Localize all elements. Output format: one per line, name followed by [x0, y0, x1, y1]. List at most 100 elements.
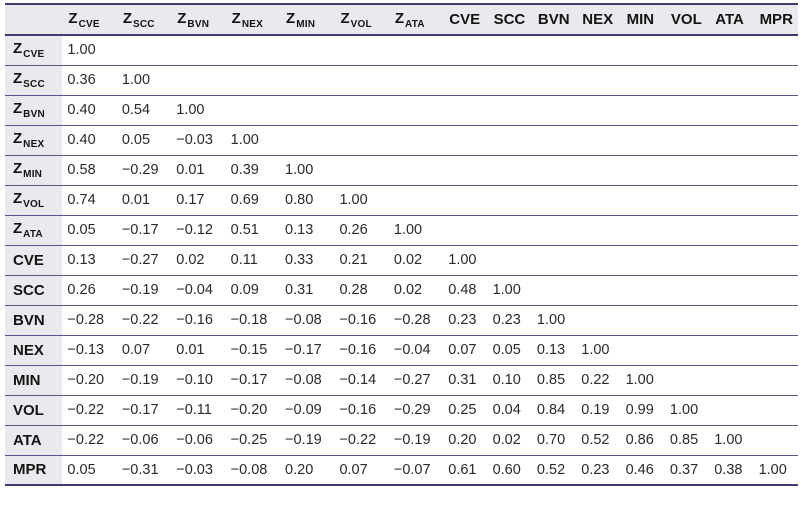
correlation-cell — [443, 35, 487, 65]
column-header-znex: ZNEX — [226, 4, 280, 35]
correlation-cell: 0.80 — [285, 192, 314, 208]
table-row-ata: ATA −0.22 −0.06 −0.06 −0.25 −0.19 −0.22 −0.19 0.… — [5, 425, 798, 455]
correlation-cell — [280, 125, 334, 155]
correlation-cell: 0.13 — [67, 252, 96, 268]
correlation-cell — [389, 185, 443, 215]
row-header-zata: ZATA — [5, 215, 63, 245]
correlation-cell: 0.85 — [536, 372, 566, 388]
label-main: Z — [13, 220, 23, 237]
correlation-cell: 0.13 — [536, 342, 566, 358]
correlation-cell: 0.02 — [393, 282, 423, 298]
label-main: CVE — [13, 251, 44, 269]
correlation-cell: 0.05 — [67, 222, 96, 238]
correlation-cell: −0.08 — [285, 312, 322, 328]
correlation-cell — [621, 215, 665, 245]
correlation-cell — [665, 155, 709, 185]
correlation-cell: 0.38 — [714, 461, 743, 478]
correlation-cell: 1.00 — [625, 372, 654, 388]
correlation-cell — [621, 245, 665, 275]
correlation-cell: 0.26 — [67, 282, 96, 298]
column-header-bvn: BVN — [532, 4, 576, 35]
correlation-cell: 0.31 — [448, 372, 477, 388]
correlation-cell: −0.19 — [393, 432, 431, 448]
table-row-zvol: ZVOL 0.74 0.01 0.17 0.69 0.80 1.00 — [5, 185, 798, 215]
correlation-cell — [117, 35, 171, 65]
correlation-cell: 1.00 — [67, 42, 96, 59]
table-body: ZCVE 1.00 ZSCC 0.36 1.00 ZBVN 0.40 0.54 1.00 ZNEX… — [5, 35, 798, 485]
correlation-cell — [621, 65, 665, 95]
correlation-cell — [621, 305, 665, 335]
correlation-cell: 0.69 — [230, 192, 259, 208]
correlation-cell: −0.19 — [285, 432, 322, 448]
correlation-cell: −0.11 — [176, 402, 212, 418]
table-row-bvn: BVN −0.28 −0.22 −0.16 −0.18 −0.08 −0.16 −0.28 0.… — [5, 305, 798, 335]
correlation-cell — [754, 215, 798, 245]
correlation-cell — [389, 65, 443, 95]
correlation-cell — [532, 125, 576, 155]
correlation-cell — [709, 245, 753, 275]
correlation-cell — [709, 155, 753, 185]
label-subscript: BVN — [23, 109, 45, 120]
correlation-cell — [754, 365, 798, 395]
correlation-cell — [532, 215, 576, 245]
table-row-cve: CVE 0.13 −0.27 0.02 0.11 0.33 0.21 0.02 1.00 — [5, 245, 798, 275]
correlation-cell: −0.15 — [230, 342, 268, 358]
row-header-zcve: ZCVE — [5, 35, 63, 65]
label-main: Z — [394, 9, 405, 27]
correlation-cell: −0.27 — [393, 372, 431, 388]
correlation-cell: −0.09 — [285, 402, 322, 418]
column-header-mpr: MPR — [754, 4, 798, 35]
correlation-cell — [334, 155, 388, 185]
column-header-scc: SCC — [488, 4, 532, 35]
correlation-cell: −0.17 — [121, 222, 159, 238]
column-header-vol: VOL — [665, 4, 709, 35]
correlation-cell: −0.03 — [176, 461, 213, 478]
correlation-cell: −0.16 — [339, 312, 377, 328]
correlation-cell: 0.31 — [285, 282, 314, 298]
label-main: Z — [13, 130, 23, 147]
correlation-cell — [488, 185, 532, 215]
correlation-cell: 1.00 — [339, 192, 368, 208]
correlation-cell: −0.17 — [285, 342, 322, 358]
correlation-cell — [389, 125, 443, 155]
correlation-cell: −0.06 — [176, 432, 213, 448]
column-header-zmin: ZMIN — [280, 4, 334, 35]
correlation-cell — [665, 35, 709, 65]
label-subscript: CVE — [23, 49, 45, 61]
correlation-cell — [709, 125, 753, 155]
row-header-min: MIN — [5, 365, 63, 395]
correlation-cell: −0.20 — [67, 372, 105, 388]
correlation-cell — [576, 305, 620, 335]
correlation-cell: −0.29 — [121, 162, 159, 178]
label-subscript: ATA — [405, 18, 425, 30]
correlation-cell: 0.39 — [230, 162, 259, 178]
label-main: CVE — [449, 11, 481, 28]
correlation-cell: 0.48 — [448, 282, 477, 298]
correlation-cell — [334, 95, 388, 125]
correlation-cell: 0.05 — [67, 461, 96, 478]
correlation-cell — [532, 245, 576, 275]
correlation-cell: 1.00 — [669, 402, 699, 418]
correlation-cell: −0.19 — [121, 282, 159, 298]
correlation-cell: −0.16 — [339, 402, 377, 418]
label-subscript: SCC — [133, 18, 155, 30]
correlation-cell: 0.10 — [492, 372, 521, 388]
correlation-cell — [576, 65, 620, 95]
label-main: Z — [286, 9, 296, 27]
correlation-cell — [665, 245, 709, 275]
correlation-cell: 0.01 — [176, 162, 205, 178]
correlation-cell — [532, 185, 576, 215]
correlation-cell: −0.14 — [339, 372, 377, 388]
correlation-cell: 0.23 — [581, 461, 610, 478]
row-header-zbvn: ZBVN — [5, 95, 63, 125]
correlation-cell: 0.33 — [285, 252, 314, 268]
correlation-cell: 0.07 — [121, 342, 151, 358]
correlation-cell: 1.00 — [758, 461, 787, 478]
correlation-cell — [443, 185, 487, 215]
row-header-cve: CVE — [5, 245, 63, 275]
row-header-scc: SCC — [5, 275, 63, 305]
label-subscript: NEX — [23, 139, 45, 150]
correlation-cell: 0.04 — [492, 402, 521, 418]
correlation-cell: −0.17 — [230, 372, 268, 388]
correlation-cell — [389, 155, 443, 185]
